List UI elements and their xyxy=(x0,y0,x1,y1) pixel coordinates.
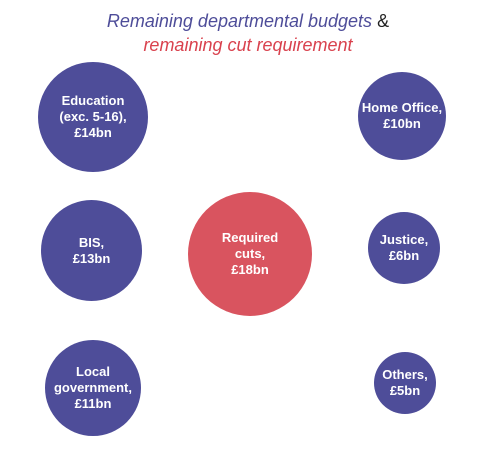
bubble-bis-label: BIS, xyxy=(78,234,105,250)
bubble-home-office: Home Office, £10bn xyxy=(358,72,446,160)
bubble-bis: BIS, £13bn xyxy=(41,200,142,301)
bubble-bis-value: £13bn xyxy=(72,250,111,266)
diagram-title: Remaining departmental budgets & xyxy=(0,10,496,32)
diagram-subtitle: remaining cut requirement xyxy=(0,34,496,56)
bubble-required-cuts: Required cuts, £18bn xyxy=(188,192,312,316)
bubble-local-label-1: Local xyxy=(76,364,110,379)
bubble-justice-value: £6bn xyxy=(388,248,420,263)
bubble-home-label: Home Office, xyxy=(361,100,443,115)
bubble-local-label-2: government, xyxy=(53,380,132,395)
bubble-education-label: Education xyxy=(61,93,125,108)
bubble-cuts-label-2: cuts, xyxy=(234,246,266,261)
bubble-education-detail: (exc. 5-16), xyxy=(59,109,127,124)
bubble-justice: Justice, £6bn xyxy=(368,212,440,284)
bubble-others: Others, £5bn xyxy=(374,352,436,414)
bubble-justice-label: Justice, xyxy=(379,232,429,247)
bubble-others-label: Others, xyxy=(382,367,428,382)
bubble-home-value: £10bn xyxy=(383,116,421,131)
bubble-local-government: Local government, £11bn xyxy=(45,340,141,436)
title-cuts-text: remaining cut requirement xyxy=(143,35,353,55)
title-budgets-text: Remaining departmental budgets xyxy=(106,11,373,31)
bubble-others-value: £5bn xyxy=(389,383,421,398)
bubble-education-value: £14bn xyxy=(74,125,112,140)
bubble-local-value: £11bn xyxy=(74,396,112,411)
bubble-cuts-value: £18bn xyxy=(231,262,269,277)
bubble-cuts-label-1: Required xyxy=(221,230,279,245)
bubble-education: Education (exc. 5-16), £14bn xyxy=(38,62,148,172)
title-ampersand: & xyxy=(377,11,390,31)
